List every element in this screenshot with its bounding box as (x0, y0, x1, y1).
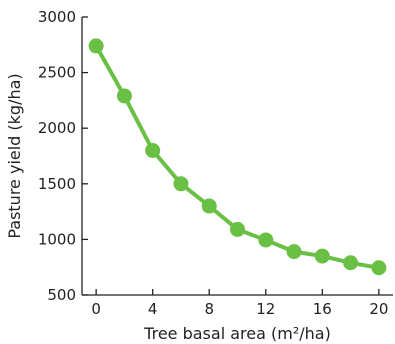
data-point (258, 232, 274, 248)
data-point (371, 260, 387, 276)
data-point (173, 176, 189, 192)
data-point (201, 198, 217, 214)
data-point (343, 255, 359, 271)
x-tick-label: 12 (256, 300, 275, 318)
y-axis-title: Pasture yield (kg/ha) (5, 73, 24, 238)
axes (81, 17, 393, 296)
data-point (145, 142, 161, 158)
y-tick-label: 2000 (38, 119, 76, 137)
y-tick-label: 1500 (38, 175, 76, 193)
x-ticks: 0 4 8 12 16 20 (91, 289, 388, 318)
y-tick-label: 1000 (38, 230, 76, 248)
x-tick-label: 16 (313, 300, 332, 318)
x-tick-label: 8 (204, 300, 214, 318)
data-point (230, 221, 245, 237)
data-point (286, 244, 302, 260)
x-tick-label: 20 (369, 300, 388, 318)
y-tick-label: 3000 (38, 8, 76, 26)
data-point (88, 38, 104, 54)
x-axis-title: Tree basal area (m²/ha) (143, 324, 331, 343)
x-tick-label: 0 (91, 300, 101, 318)
y-tick-label: 500 (47, 286, 76, 304)
y-ticks: 500 1000 1500 2000 2500 3000 (38, 8, 88, 304)
y-tick-label: 2500 (38, 64, 76, 82)
x-tick-label: 4 (148, 300, 158, 318)
data-point (116, 88, 132, 104)
series-layer (88, 38, 387, 276)
data-point (314, 248, 330, 264)
